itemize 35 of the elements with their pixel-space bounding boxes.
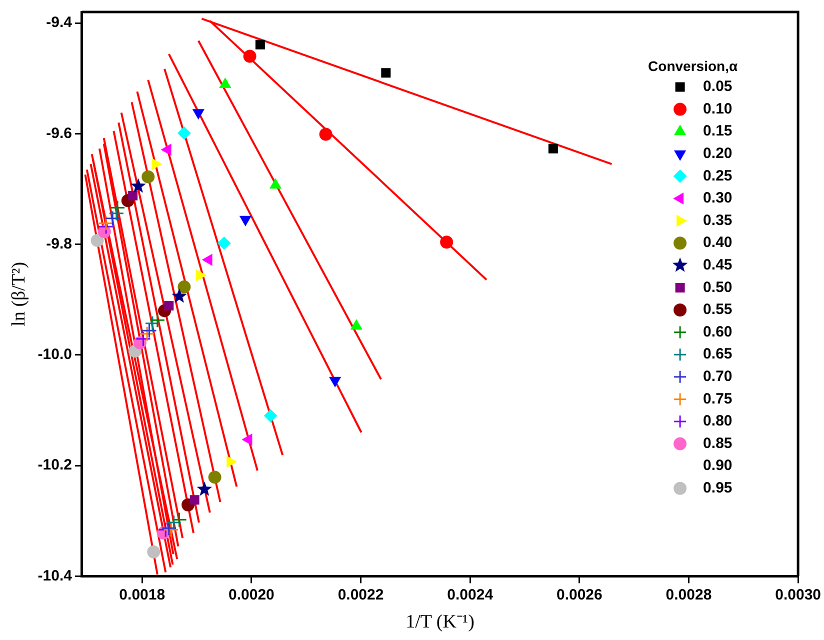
legend-label: 0.30 (703, 190, 732, 207)
legend-label: 0.85 (703, 434, 732, 452)
legend-label: 0.25 (703, 167, 732, 184)
legend-label: 0.60 (703, 323, 732, 340)
x-tick-label: 0.0022 (338, 586, 384, 604)
y-tick-label: -10.4 (38, 567, 73, 584)
text: 0.90 (703, 457, 732, 474)
y-tick-label: -9.4 (46, 14, 73, 32)
legend-label: 0.15 (703, 122, 732, 140)
y-tick-label: -10.2 (38, 456, 72, 474)
legend-label: 0.45 (703, 256, 732, 274)
x-tick-label: 0.0030 (775, 586, 822, 604)
x-tick-label: 0.0026 (556, 586, 602, 604)
x-tick-label: 0.0028 (666, 586, 712, 604)
y-tick-label: -10.0 (38, 346, 72, 364)
y-axis-title: ln (β/T²) (8, 262, 30, 326)
x-axis-title: 1/T (K⁻¹) (406, 612, 474, 633)
legend-label: 0.10 (703, 100, 732, 118)
y-tick-label: -9.8 (46, 235, 72, 252)
legend-title: Conversion,α (648, 58, 738, 74)
x-tick-label: 0.0024 (447, 586, 494, 604)
x-tick-label: 0.0018 (119, 586, 166, 604)
legend-label: 0.95 (703, 480, 732, 497)
legend-label: 0.50 (703, 278, 732, 296)
legend-label: 0.40 (703, 234, 732, 252)
legend-label: 0.05 (703, 78, 732, 96)
y-tick-label: -9.6 (46, 124, 72, 142)
x-tick-label: 0.0020 (228, 586, 274, 604)
legend-label: 0.55 (703, 301, 732, 318)
legend-label: 0.20 (703, 145, 732, 162)
legend-label: 0.35 (703, 212, 732, 229)
legend-label: 0.65 (703, 346, 732, 363)
legend-label: 0.70 (703, 368, 732, 386)
legend-label: 0.75 (703, 390, 732, 408)
legend-label: 0.80 (703, 412, 732, 430)
